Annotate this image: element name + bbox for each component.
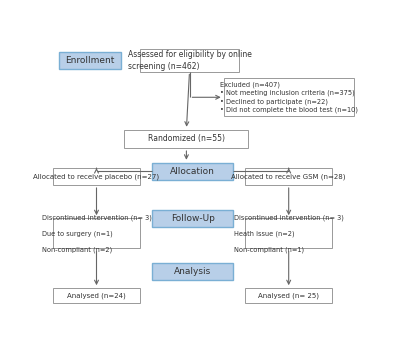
FancyBboxPatch shape [224, 78, 354, 116]
FancyBboxPatch shape [152, 210, 233, 227]
Text: Analysed (n= 25): Analysed (n= 25) [258, 292, 319, 299]
Text: Allocation: Allocation [170, 167, 215, 176]
Text: Discontinued intervention (n= 3)

Due to surgery (n=1)

Non-compliant (n=2): Discontinued intervention (n= 3) Due to … [42, 214, 152, 252]
FancyBboxPatch shape [152, 163, 233, 180]
Text: Discontinued intervention (n= 3)

Heath issue (n=2)

Non-compliant (n=1): Discontinued intervention (n= 3) Heath i… [234, 214, 344, 252]
FancyBboxPatch shape [53, 218, 140, 248]
FancyBboxPatch shape [53, 288, 140, 303]
Text: Randomized (n=55): Randomized (n=55) [148, 134, 225, 143]
FancyBboxPatch shape [245, 168, 332, 185]
FancyBboxPatch shape [140, 49, 239, 72]
Text: Enrollment: Enrollment [66, 56, 115, 65]
FancyBboxPatch shape [152, 263, 233, 280]
Text: Follow-Up: Follow-Up [171, 214, 214, 223]
FancyBboxPatch shape [59, 52, 121, 69]
FancyBboxPatch shape [124, 130, 248, 148]
Text: Allocated to receive GSM (n=28): Allocated to receive GSM (n=28) [232, 173, 346, 180]
FancyBboxPatch shape [245, 288, 332, 303]
Text: Analysed (n=24): Analysed (n=24) [67, 292, 126, 299]
Text: Allocated to receive placebo (n=27): Allocated to receive placebo (n=27) [34, 173, 160, 180]
FancyBboxPatch shape [53, 168, 140, 185]
Text: Analysis: Analysis [174, 267, 211, 276]
Text: Excluded (n=407)
• Not meeting inclusion criteria (n=375)
• Declined to particip: Excluded (n=407) • Not meeting inclusion… [220, 82, 358, 113]
Text: Assessed for eligibility by online
screening (n=462): Assessed for eligibility by online scree… [128, 50, 252, 71]
FancyBboxPatch shape [245, 218, 332, 248]
